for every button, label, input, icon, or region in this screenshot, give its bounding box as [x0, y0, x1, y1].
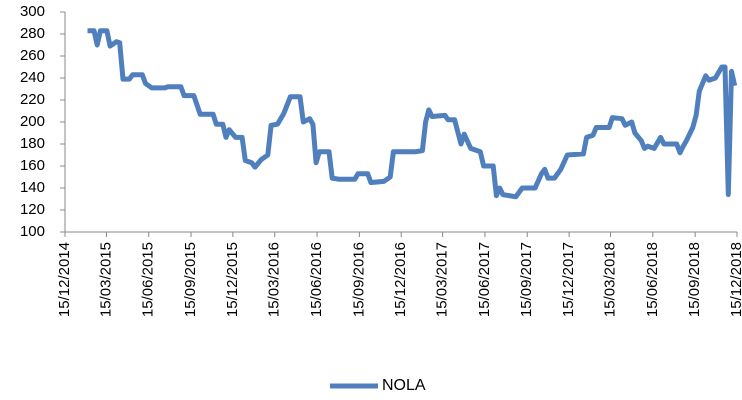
- x-tick-label: 15/12/2015: [224, 242, 241, 317]
- y-tick-label: 140: [20, 179, 45, 196]
- x-tick-label: 15/06/2017: [476, 242, 493, 317]
- y-tick-label: 180: [20, 135, 45, 152]
- y-tick-label: 240: [20, 69, 45, 86]
- y-tick-label: 280: [20, 25, 45, 42]
- y-tick-label: 120: [20, 201, 45, 218]
- x-tick-label: 15/03/2017: [434, 242, 451, 317]
- y-tick-label: 260: [20, 47, 45, 64]
- x-tick-label: 15/09/2018: [686, 242, 703, 317]
- legend-label: NOLA: [382, 377, 426, 394]
- x-tick-label: 15/06/2015: [140, 242, 157, 317]
- x-tick-label: 15/09/2016: [350, 242, 367, 317]
- x-tick-label: 15/12/2014: [56, 242, 73, 317]
- x-tick-label: 15/03/2018: [601, 242, 618, 317]
- x-tick-label: 15/03/2016: [266, 242, 283, 317]
- x-tick-label: 15/03/2015: [97, 242, 114, 317]
- data-line: [87, 28, 738, 200]
- y-tick-label: 160: [20, 157, 45, 174]
- x-tick-label: 15/12/2017: [560, 242, 577, 317]
- x-tick-label: 15/12/2018: [728, 242, 742, 317]
- y-tick-label: 100: [20, 223, 45, 240]
- y-tick-label: 300: [20, 3, 45, 20]
- y-tick-label: 200: [20, 113, 45, 130]
- y-tick-label: 220: [20, 91, 45, 108]
- x-tick-label: 15/09/2017: [518, 242, 535, 317]
- x-tick-label: 15/06/2018: [644, 242, 661, 317]
- x-tick-label: 15/06/2016: [308, 242, 325, 317]
- x-tick-label: 15/12/2016: [392, 242, 409, 317]
- x-tick-label: 15/09/2015: [182, 242, 199, 317]
